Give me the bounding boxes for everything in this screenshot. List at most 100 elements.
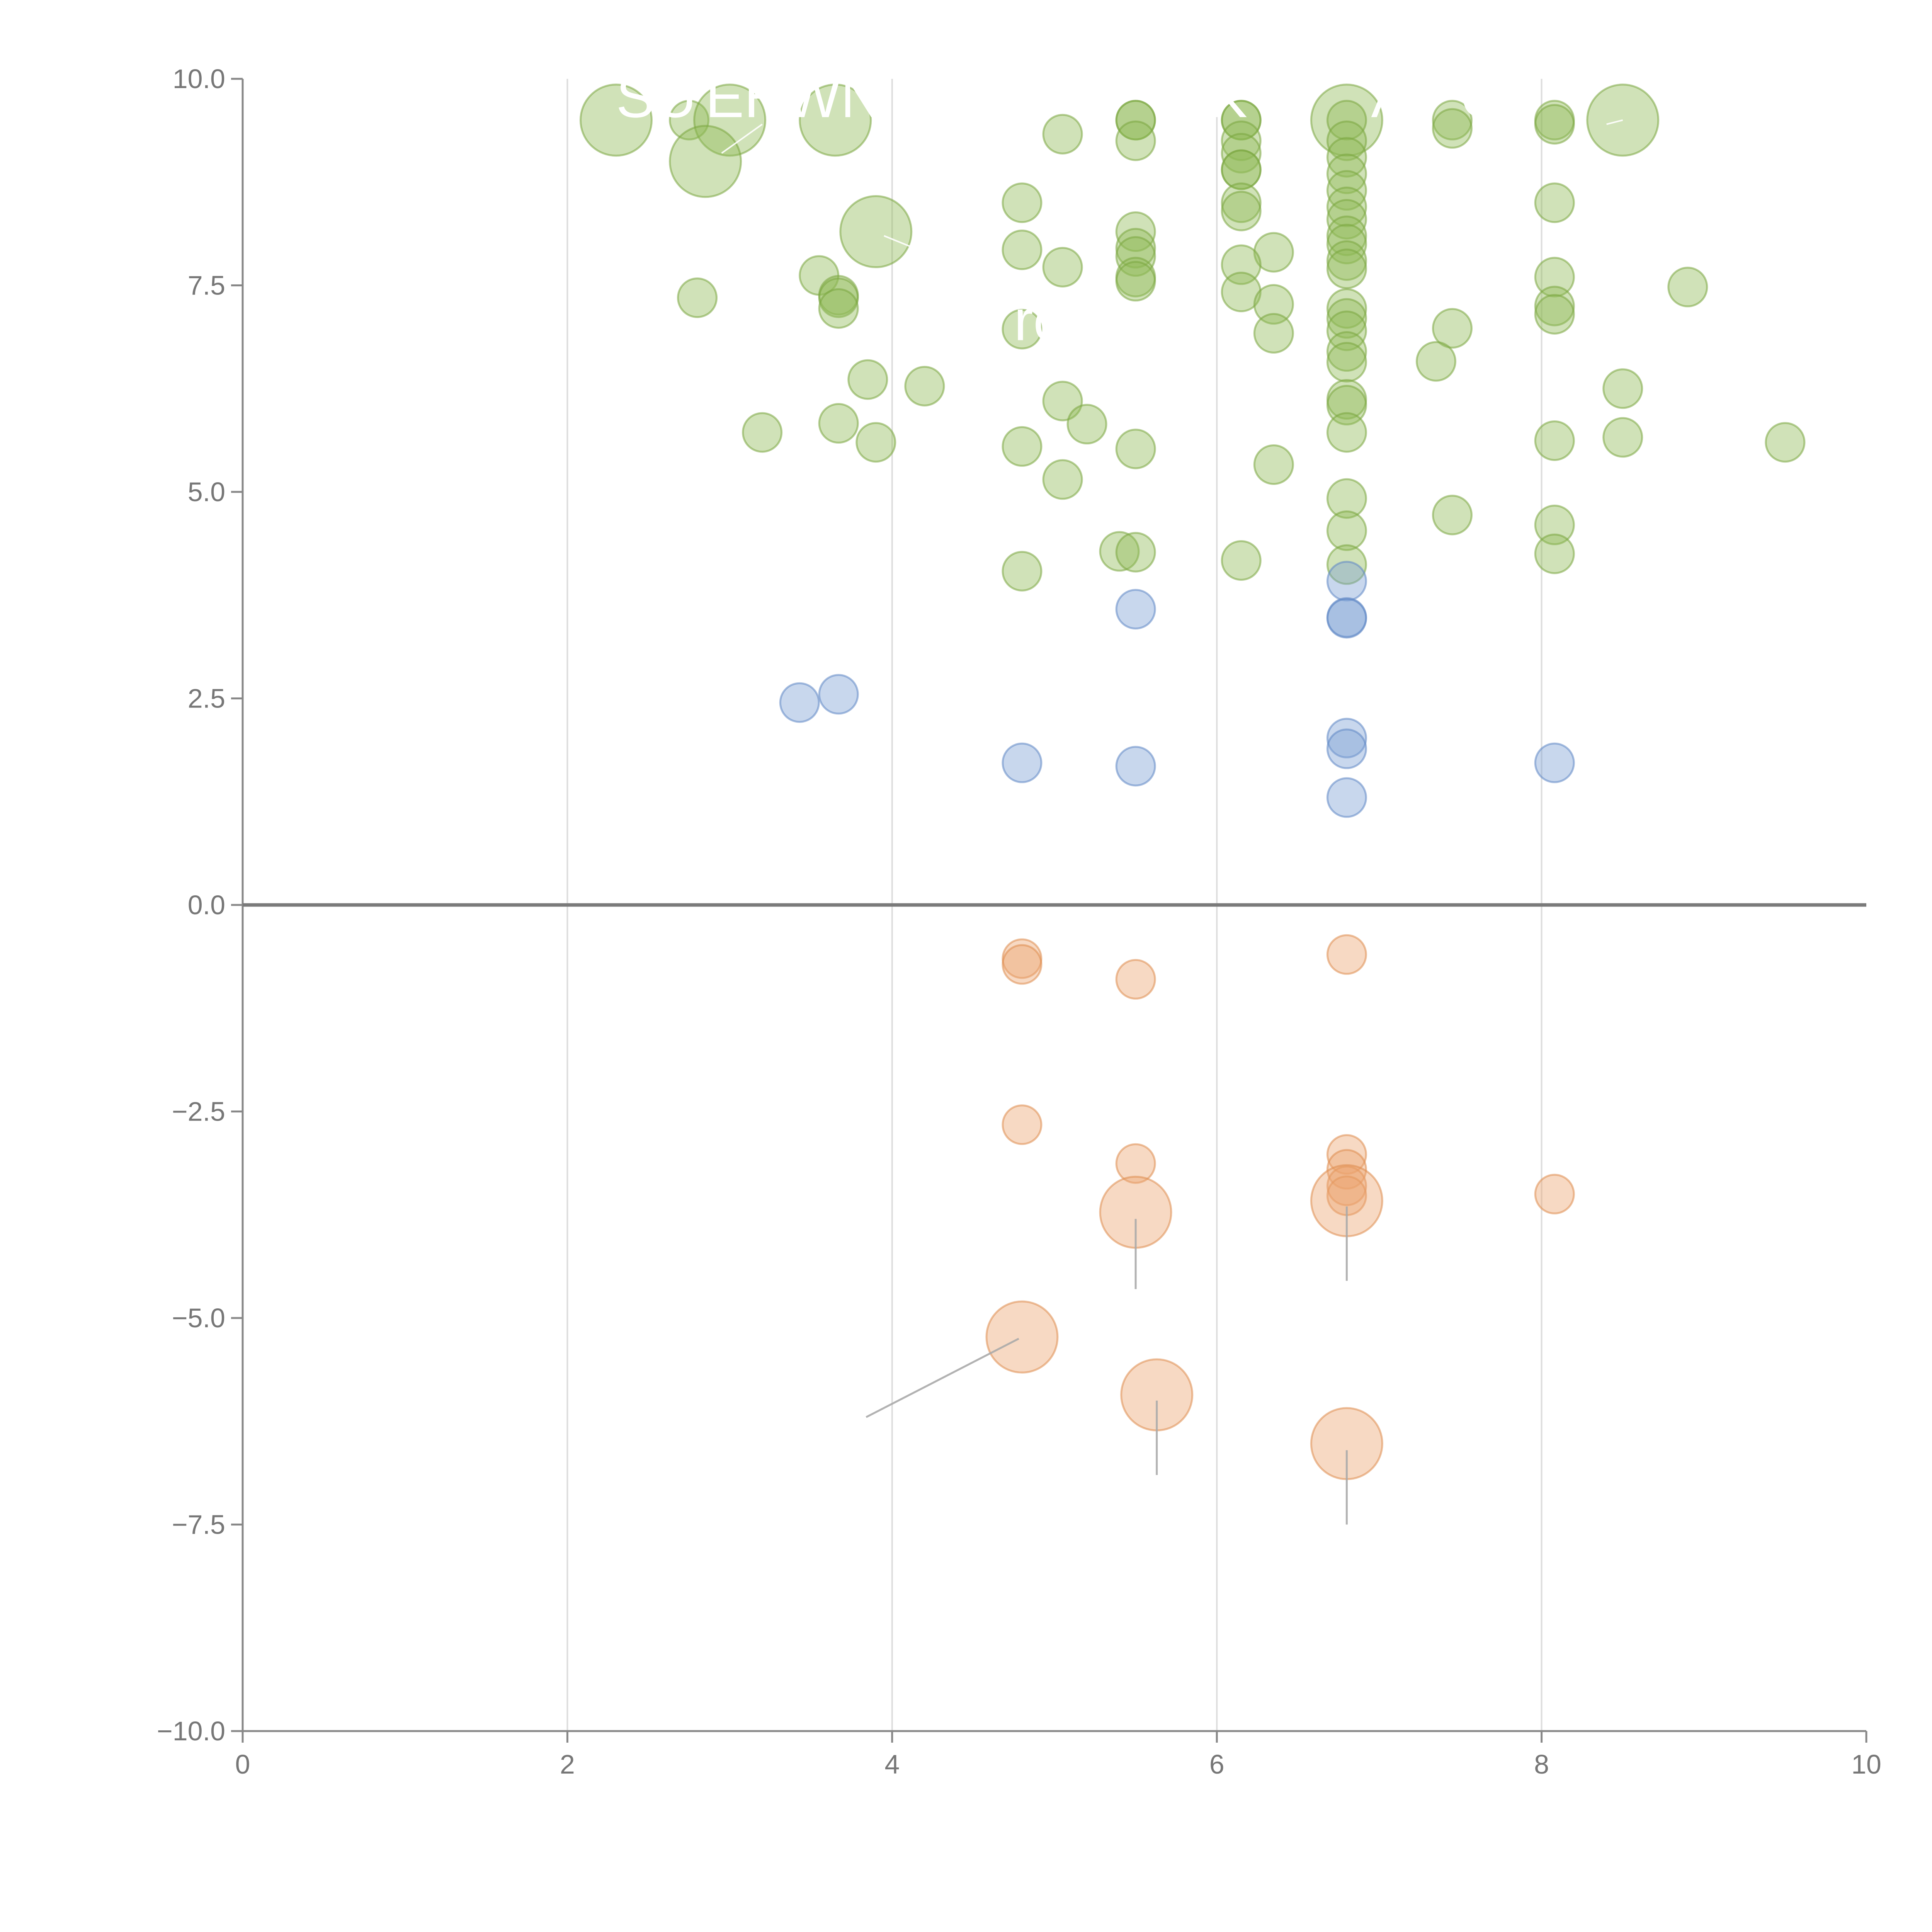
point-blue-4 [818,674,859,715]
point-blue-11 [1326,777,1367,818]
point-green-9 [1115,100,1156,141]
point-green-63 [1326,331,1367,372]
point-green-74 [1326,412,1367,453]
point-green-86 [1534,505,1575,546]
point-green-83 [1042,459,1083,500]
point-blue-1 [1115,589,1156,630]
point-green-91 [1221,540,1262,581]
y-tick-label: −10.0 [157,1716,225,1746]
x-tick-label: 10 [1851,1749,1881,1779]
point-green-66 [847,359,888,400]
point-green-67 [904,366,945,406]
point-green-84 [1326,478,1367,519]
point-green-22 [1221,149,1262,190]
point-green-45 [1115,261,1156,302]
point-green-33 [1002,182,1043,223]
point-green-19 [1221,133,1262,173]
point-green-52 [818,288,859,329]
point-orange-1 [1002,944,1043,985]
y-tick-label: 2.5 [188,684,225,714]
point-green-36 [1534,182,1575,223]
y-tick-label: 5.0 [188,477,225,507]
point-blue-7 [1326,728,1367,769]
point-orange-8 [1326,1165,1367,1206]
point-green-58 [1534,286,1575,327]
point-green-6 [1310,83,1383,157]
ticks: 10.0 7.5 5.0 2.5 0.0 −2.5 −5.0 −7.5 −10.0 0 2 4 6 8 10 [157,64,1881,1779]
point-green-80 [1002,426,1043,467]
point-green-34 [1221,182,1262,223]
data-points [579,83,1806,1480]
point-green-77 [1534,420,1575,461]
point-green-27 [1326,186,1367,227]
point-green-3 [799,83,872,157]
point-orange-2 [1326,934,1367,975]
annotation-label-1: EHWN [706,65,883,129]
point-green-30 [1326,224,1367,265]
point-green-20 [1432,108,1473,149]
annotations: SU EHWN K A Orc [616,65,1623,1525]
point-green-24 [1326,137,1367,178]
point-green-15 [1534,104,1575,145]
point-green-17 [1115,120,1156,161]
y-tick-label: 0.0 [188,890,225,920]
point-green-26 [1326,170,1367,211]
point-green-39 [1115,236,1156,277]
point-green-55 [1326,288,1367,329]
point-blue-10 [1115,746,1156,787]
point-green-56 [1326,298,1367,339]
point-green-76 [855,422,896,463]
annotation-label-0: SU [616,65,696,129]
point-green-5 [839,195,913,269]
annotation-label-3: K [1209,65,1247,129]
point-green-2 [693,83,767,157]
y-tick-label: 10.0 [173,64,225,94]
point-green-57 [1326,310,1367,351]
annotation-line-2 [721,123,763,154]
point-green-13 [1432,100,1473,141]
point-green-28 [1326,199,1367,240]
point-green-90 [1534,533,1575,574]
point-green-12 [1326,100,1367,141]
point-orange-3 [1115,959,1156,1000]
point-green-11 [1221,100,1262,141]
y-tick-label: −5.0 [172,1303,225,1333]
point-green-42 [1042,247,1083,287]
point-green-29 [1326,215,1367,256]
point-blue-9 [1534,742,1575,783]
point-green-1 [669,100,710,141]
point-orange-13 [985,1300,1059,1374]
point-green-61 [1432,308,1473,349]
point-blue-8 [1002,742,1043,783]
annotation-label-5: A [1371,65,1410,129]
point-green-60 [1002,309,1043,350]
point-green-75 [742,412,783,453]
point-orange-4 [1002,1104,1043,1145]
point-green-53 [1221,272,1262,313]
point-green-35 [1221,190,1262,231]
point-green-59 [1534,294,1575,335]
point-orange-5 [1115,1143,1156,1184]
point-green-81 [1115,429,1156,469]
x-tick-label: 4 [884,1749,900,1779]
point-green-62 [1253,313,1294,354]
point-green-0 [579,83,653,157]
point-green-23 [1326,120,1367,161]
point-blue-0 [1326,561,1367,602]
point-green-54 [1253,284,1294,325]
point-green-92 [1326,544,1367,585]
point-green-88 [1099,531,1140,572]
y-tick-label: −7.5 [172,1510,225,1540]
point-green-89 [1115,532,1156,573]
point-orange-6 [1326,1134,1367,1175]
annotation-label-8: rc [1014,287,1062,352]
point-orange-10 [1534,1173,1575,1214]
point-green-51 [818,277,859,318]
x-tick-label: 6 [1209,1749,1225,1779]
point-green-47 [1534,257,1575,298]
point-green-38 [1115,228,1156,269]
point-green-37 [1115,211,1156,252]
point-green-41 [1253,232,1294,273]
y-tick-label: −2.5 [172,1097,225,1127]
annotation-line-4 [884,235,925,253]
